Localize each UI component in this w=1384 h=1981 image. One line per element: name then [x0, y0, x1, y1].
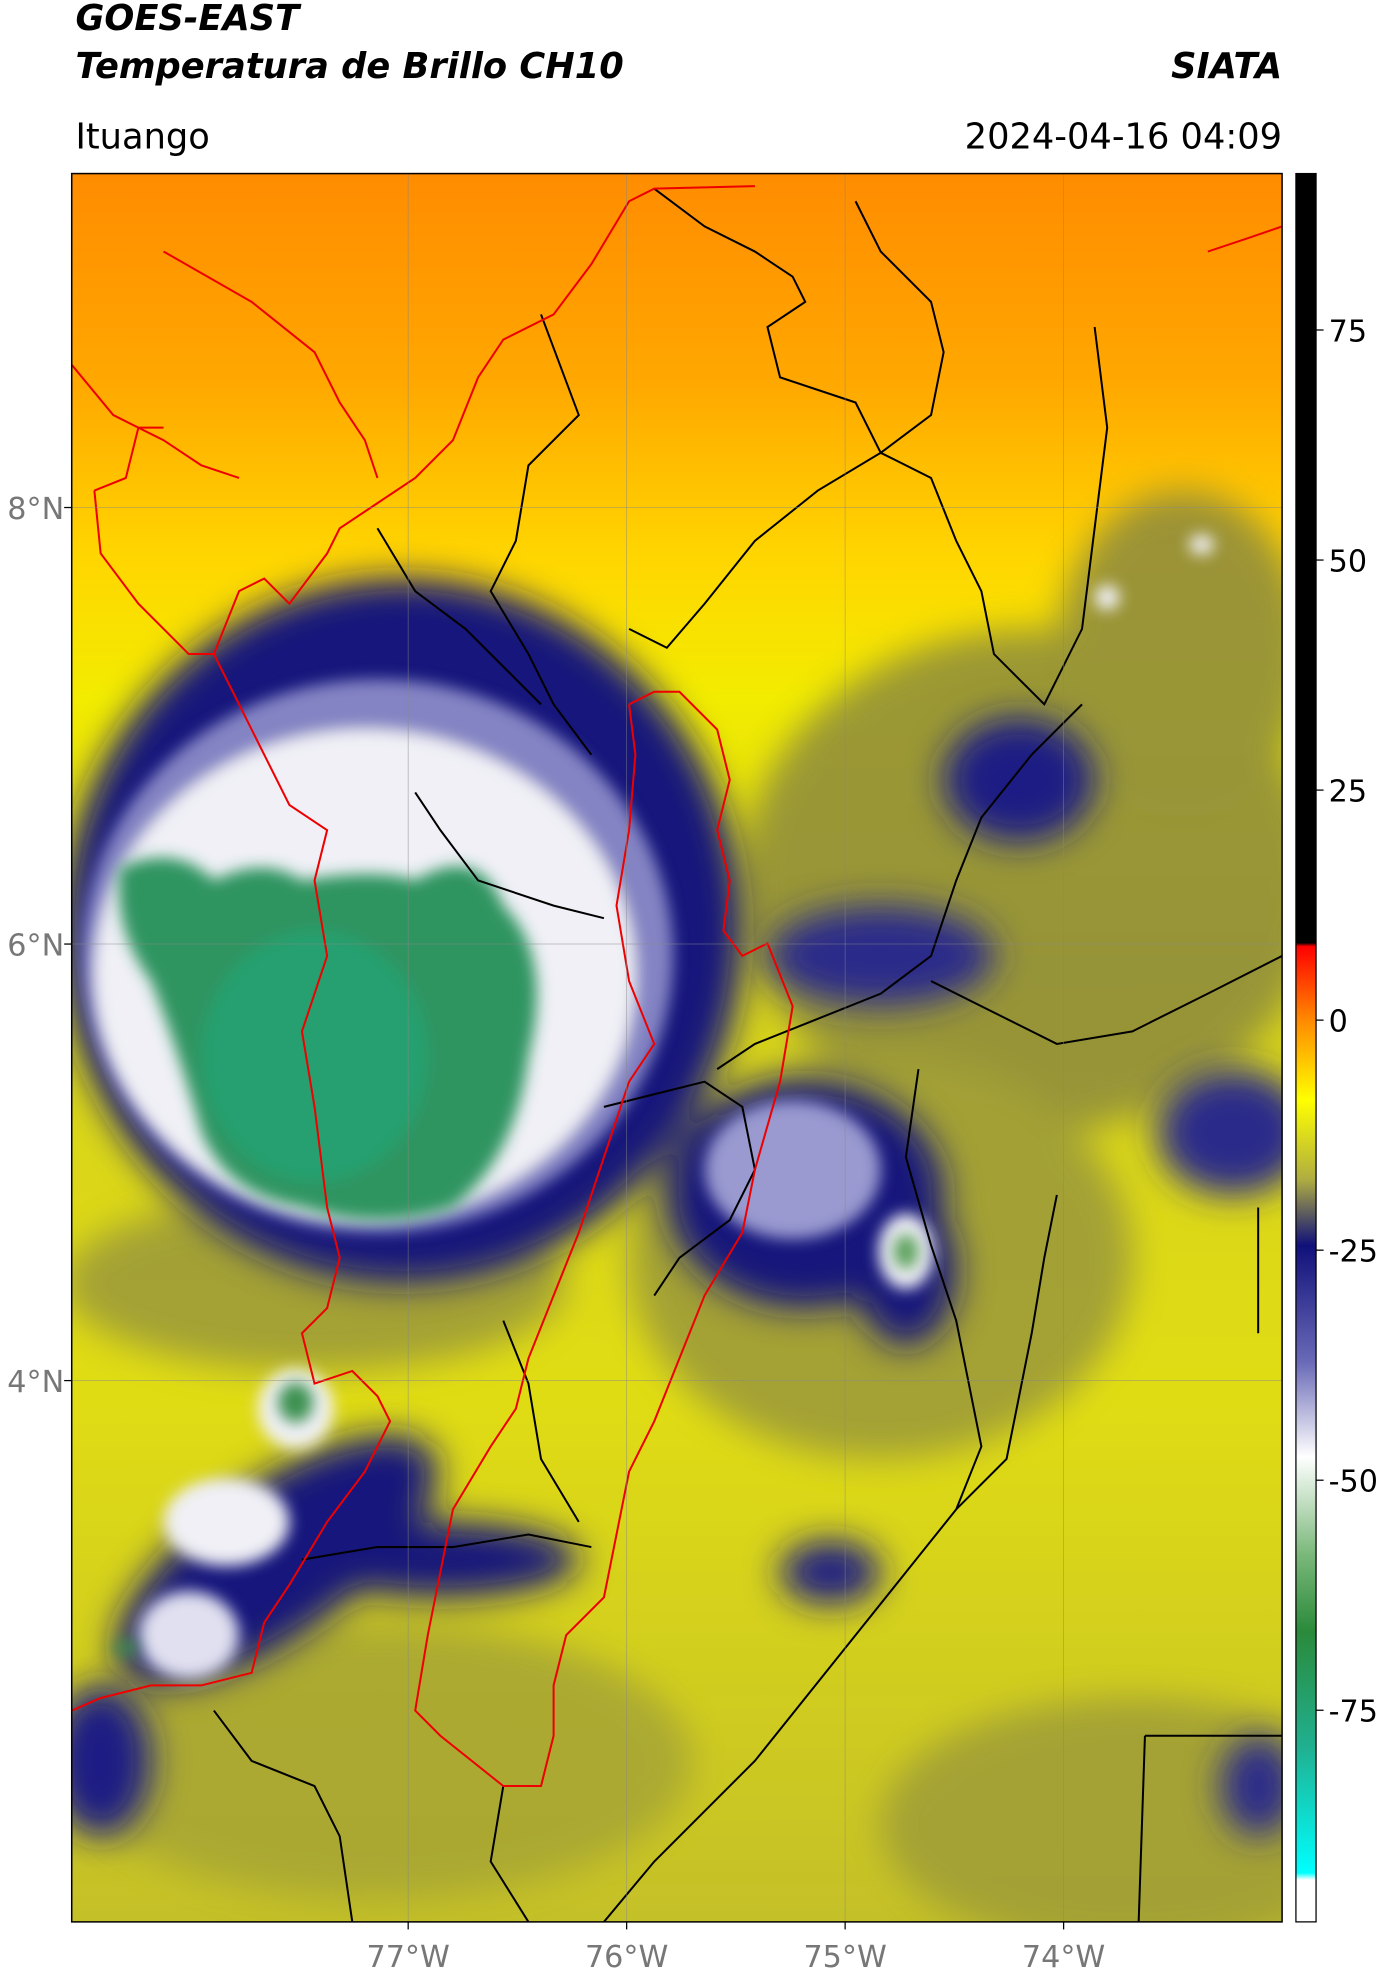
colorbar-tick-label: 0 — [1329, 1004, 1348, 1039]
y-tick-label: 4°N — [7, 1365, 64, 1400]
satellite-image — [71, 173, 1283, 1922]
admin-borders — [213, 187, 1283, 1922]
datetime: 2024-04-16 04:09 — [965, 116, 1282, 157]
source: SIATA — [1171, 46, 1282, 87]
map-frame — [70, 172, 1283, 1923]
title: GOES-EAST — [75, 0, 302, 39]
colorbar-tick-label: -75 — [1329, 1695, 1378, 1730]
colorbar — [1295, 172, 1317, 1923]
colorbar-tick-label: -50 — [1329, 1465, 1378, 1500]
y-tick-label: 8°N — [7, 492, 64, 527]
colorbar-tick-label: -25 — [1329, 1234, 1378, 1269]
colorbar-tick-label: 50 — [1329, 544, 1367, 579]
graticule — [71, 173, 1283, 1922]
x-tick-label: 77°W — [366, 1940, 449, 1975]
x-tick-label: 74°W — [1022, 1940, 1105, 1975]
x-tick-label: 75°W — [803, 1940, 886, 1975]
location: Ituango — [75, 116, 209, 157]
y-tick-label: 6°N — [7, 928, 64, 963]
colorbar-tick-label: 25 — [1329, 774, 1367, 809]
colorbar-tick-label: 75 — [1329, 314, 1367, 349]
subtitle: Temperatura de Brillo CH10 — [75, 46, 623, 87]
country-borders — [71, 185, 1283, 1788]
x-tick-label: 76°W — [585, 1940, 668, 1975]
